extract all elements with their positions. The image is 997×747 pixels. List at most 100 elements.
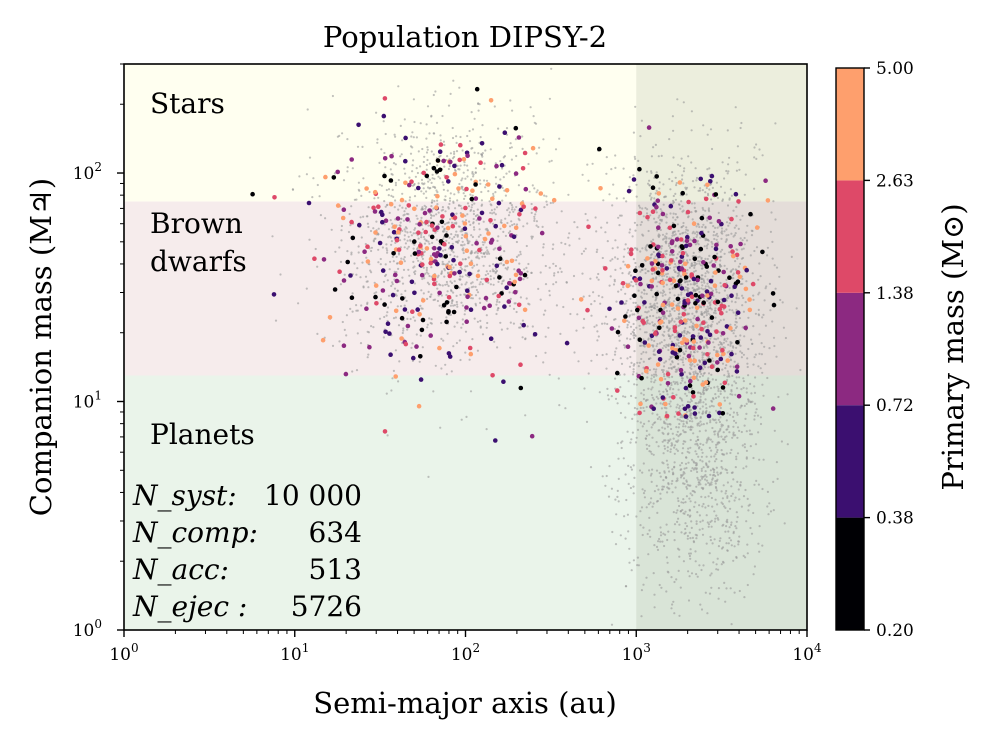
bg-point: [786, 393, 789, 396]
bg-point: [688, 575, 691, 578]
bg-point: [661, 426, 664, 429]
bg-point: [390, 243, 393, 246]
bg-point: [479, 319, 482, 322]
bg-point: [673, 309, 676, 312]
bg-point: [723, 252, 726, 255]
bg-point: [661, 333, 664, 336]
bg-point: [658, 390, 661, 393]
bg-point: [503, 250, 506, 253]
bg-point: [725, 234, 728, 237]
bg-point: [385, 243, 388, 246]
companion-point: [655, 362, 661, 367]
bg-point: [695, 573, 698, 576]
bg-point: [515, 310, 518, 314]
companion-point: [692, 256, 698, 262]
companion-point: [657, 357, 663, 362]
bg-point: [471, 243, 474, 247]
bg-point: [641, 471, 644, 474]
bg-point: [397, 251, 401, 255]
bg-point: [316, 332, 319, 335]
bg-point: [432, 153, 435, 156]
bg-point: [392, 195, 395, 198]
bg-point: [448, 202, 451, 206]
bg-point: [676, 509, 679, 512]
bg-point: [695, 462, 698, 465]
bg-point: [653, 381, 656, 384]
companion-point: [337, 269, 342, 275]
bg-point: [610, 395, 613, 398]
bg-point: [732, 332, 735, 335]
bg-point: [707, 271, 710, 274]
bg-point: [444, 210, 447, 213]
bg-point: [709, 438, 712, 441]
bg-point: [723, 505, 726, 508]
companion-point: [750, 281, 756, 287]
companion-point: [444, 233, 449, 238]
bg-point: [430, 318, 433, 321]
bg-point: [418, 360, 421, 363]
bg-point: [724, 600, 727, 603]
companion-point: [521, 322, 526, 328]
bg-point: [650, 338, 653, 342]
bg-point: [704, 310, 707, 313]
bg-point: [430, 150, 433, 153]
stat-value: 634: [309, 516, 362, 549]
bg-point: [658, 214, 661, 217]
bg-point: [537, 225, 540, 229]
bg-point: [747, 398, 750, 401]
bg-point: [649, 198, 653, 201]
bg-point: [614, 239, 617, 242]
bg-point: [711, 467, 715, 470]
bg-point: [729, 407, 733, 410]
bg-point: [640, 291, 643, 294]
bg-point: [719, 281, 722, 285]
bg-point: [472, 210, 475, 213]
colorbar-segment: [836, 68, 864, 181]
bg-point: [673, 530, 676, 534]
bg-point: [642, 406, 645, 409]
bg-point: [737, 540, 741, 543]
bg-point: [378, 161, 381, 164]
bg-point: [489, 211, 492, 214]
bg-point: [650, 497, 653, 500]
companion-point: [664, 266, 670, 271]
bg-point: [715, 563, 718, 566]
bg-point: [543, 194, 546, 197]
companion-point: [697, 365, 703, 371]
companion-point: [518, 207, 524, 213]
bg-point: [700, 467, 703, 470]
bg-point: [745, 402, 748, 405]
companion-point: [715, 360, 720, 365]
companion-point: [464, 305, 469, 310]
bg-point: [458, 204, 461, 207]
bg-point: [510, 208, 514, 211]
bg-point: [711, 186, 715, 189]
bg-point: [706, 133, 709, 136]
companion-point: [709, 173, 715, 179]
bg-point: [786, 443, 789, 446]
bg-point: [611, 358, 615, 361]
bg-point: [679, 658, 681, 660]
bg-point: [336, 135, 339, 138]
bg-point: [635, 378, 639, 381]
bg-point: [693, 314, 696, 318]
bg-point: [506, 268, 509, 271]
companion-point: [734, 252, 740, 258]
bg-point: [575, 329, 578, 332]
bg-point: [735, 511, 738, 514]
bg-point: [713, 433, 716, 436]
bg-point: [425, 123, 428, 126]
bg-point: [653, 197, 656, 200]
bg-point: [431, 177, 434, 180]
bg-point: [626, 513, 630, 516]
bg-point: [773, 264, 776, 267]
bg-point: [676, 275, 679, 278]
bg-point: [382, 280, 386, 283]
bg-point: [695, 310, 698, 313]
companion-point: [719, 310, 724, 316]
bg-point: [607, 495, 611, 498]
bg-point: [665, 343, 668, 346]
bg-point: [665, 237, 668, 240]
bg-point: [464, 351, 467, 354]
bg-point: [696, 575, 699, 578]
